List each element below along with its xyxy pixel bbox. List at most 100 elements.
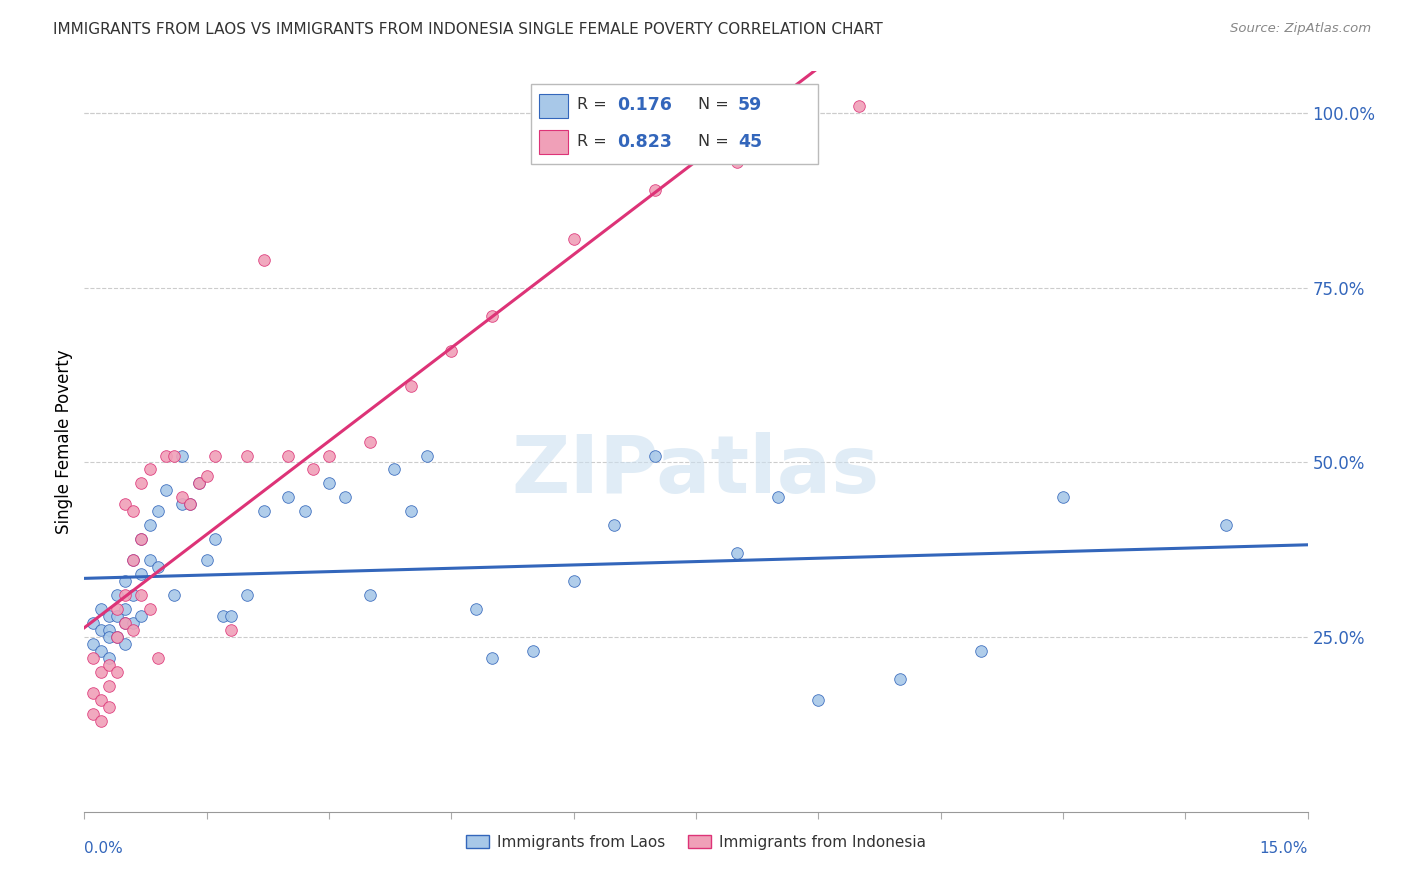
Point [172,491,194,505]
Point [97,658,120,673]
Point [82,616,104,631]
Point [359,588,381,602]
Text: ZIPatlas: ZIPatlas [512,432,880,510]
Point [97,630,120,644]
Point [122,623,145,637]
Point [399,378,422,392]
Point [179,497,201,511]
Point [122,553,145,567]
Point [82,686,104,700]
Point [219,623,242,637]
Legend: Immigrants from Laos, Immigrants from Indonesia: Immigrants from Laos, Immigrants from In… [460,829,932,856]
Point [187,476,209,491]
Point [97,679,120,693]
Text: IMMIGRANTS FROM LAOS VS IMMIGRANTS FROM INDONESIA SINGLE FEMALE POVERTY CORRELAT: IMMIGRANTS FROM LAOS VS IMMIGRANTS FROM … [53,22,883,37]
Point [122,616,145,631]
Point [105,630,128,644]
Point [481,309,503,323]
Point [105,609,128,624]
Point [97,609,120,624]
Point [725,155,748,169]
Point [90,714,112,728]
Point [131,567,153,582]
Point [105,630,128,644]
Point [318,476,340,491]
Point [294,504,316,518]
Point [416,449,439,463]
Point [179,497,201,511]
Point [131,533,153,547]
Point [1052,491,1074,505]
Point [481,651,503,665]
Point [399,504,422,518]
Point [204,533,226,547]
Point [155,449,177,463]
Point [97,651,120,665]
Point [603,518,626,533]
Point [105,588,128,602]
Point [253,504,276,518]
Point [172,497,194,511]
Point [146,651,169,665]
Point [131,476,153,491]
Point [970,644,993,658]
Point [97,623,120,637]
Point [122,588,145,602]
Point [644,183,666,197]
Point [82,651,104,665]
Point [301,462,323,476]
Point [105,665,128,679]
Point [889,672,911,686]
Point [131,588,153,602]
Point [172,449,194,463]
Point [522,644,544,658]
Point [138,518,160,533]
Point [90,623,112,637]
Point [382,462,405,476]
Point [219,609,242,624]
Point [90,693,112,707]
Point [90,644,112,658]
Point [146,504,169,518]
Point [131,533,153,547]
Point [138,602,160,616]
Point [114,602,136,616]
Point [277,449,299,463]
Point [848,99,870,113]
Point [236,449,259,463]
Point [114,574,136,589]
Point [122,553,145,567]
Point [562,232,585,246]
Point [97,700,120,714]
Point [114,497,136,511]
Point [146,560,169,574]
Point [114,588,136,602]
Point [82,706,104,721]
Point [644,449,666,463]
Point [212,609,235,624]
Point [766,491,789,505]
Text: 15.0%: 15.0% [1260,841,1308,856]
Text: 0.0%: 0.0% [84,841,124,856]
Point [1215,518,1237,533]
Point [138,462,160,476]
Point [204,449,226,463]
Point [114,616,136,631]
Point [163,588,186,602]
Point [359,434,381,449]
Point [187,476,209,491]
Point [464,602,486,616]
Point [253,252,276,267]
Point [277,491,299,505]
Point [114,637,136,651]
Point [163,449,186,463]
Point [318,449,340,463]
Point [440,343,463,358]
Point [90,665,112,679]
Point [114,616,136,631]
Point [725,546,748,560]
Point [195,469,218,483]
Point [138,553,160,567]
Text: Source: ZipAtlas.com: Source: ZipAtlas.com [1230,22,1371,36]
Point [122,504,145,518]
